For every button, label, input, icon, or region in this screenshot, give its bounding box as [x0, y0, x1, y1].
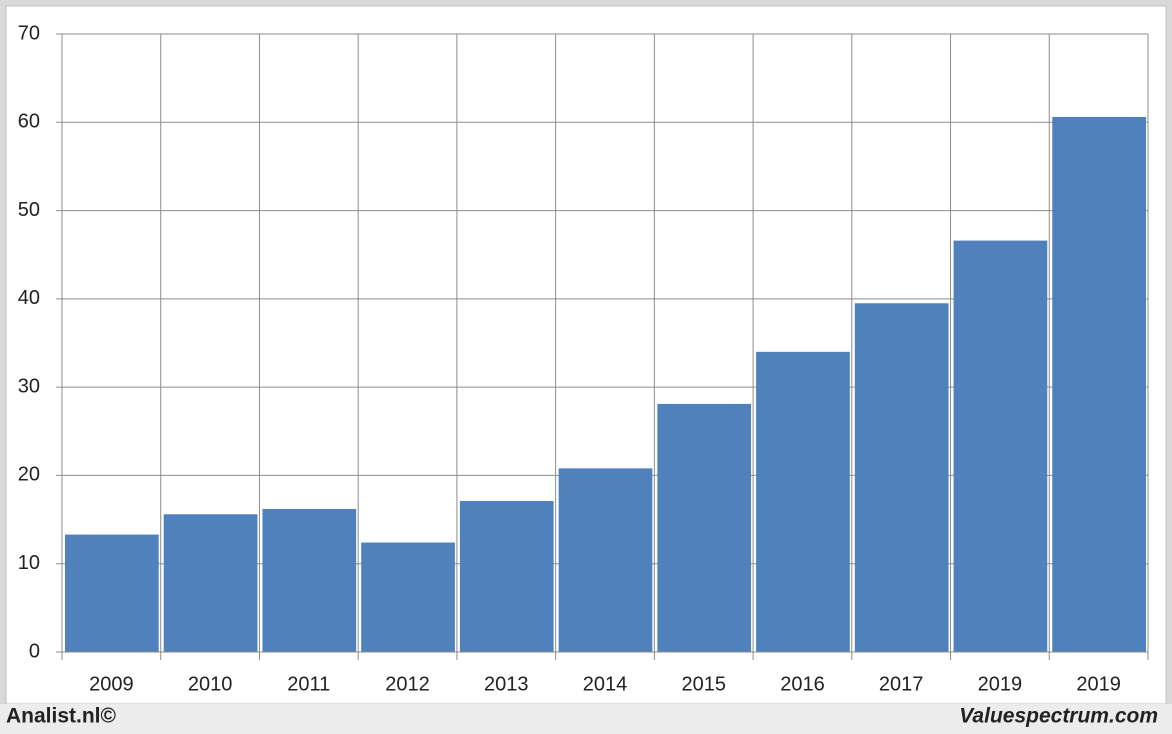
bar — [854, 303, 949, 652]
bar — [953, 240, 1048, 653]
footer-left: Analist.nl© — [6, 705, 117, 728]
y-tick-label: 20 — [18, 464, 40, 486]
bar — [657, 403, 752, 652]
footer-bar — [0, 704, 1172, 734]
x-tick-label: 2009 — [89, 673, 134, 695]
bar — [1052, 116, 1146, 652]
y-tick-label: 30 — [18, 375, 40, 397]
bar — [361, 542, 455, 652]
x-tick-label: 2012 — [385, 673, 430, 695]
bar — [558, 468, 653, 652]
x-tick-label: 2011 — [287, 673, 330, 695]
x-tick-label: 2019 — [1076, 673, 1121, 695]
bar — [756, 351, 850, 652]
y-tick-label: 60 — [18, 111, 40, 133]
bar — [163, 514, 258, 652]
x-tick-label: 2017 — [879, 673, 924, 695]
x-tick-label: 2015 — [681, 673, 726, 695]
bar — [459, 501, 554, 652]
x-tick-label: 2010 — [188, 673, 233, 695]
y-tick-label: 0 — [29, 640, 40, 662]
bar — [65, 534, 159, 652]
bar — [262, 508, 357, 652]
y-tick-label: 40 — [18, 287, 40, 309]
y-tick-label: 10 — [18, 552, 40, 574]
y-tick-label: 70 — [18, 22, 40, 44]
footer-right: Valuespectrum.com — [959, 705, 1158, 728]
y-tick-label: 50 — [18, 199, 40, 221]
x-tick-label: 2013 — [484, 673, 529, 695]
x-tick-label: 2019 — [978, 673, 1023, 695]
x-tick-label: 2016 — [780, 673, 825, 695]
x-tick-label: 2014 — [583, 673, 628, 695]
